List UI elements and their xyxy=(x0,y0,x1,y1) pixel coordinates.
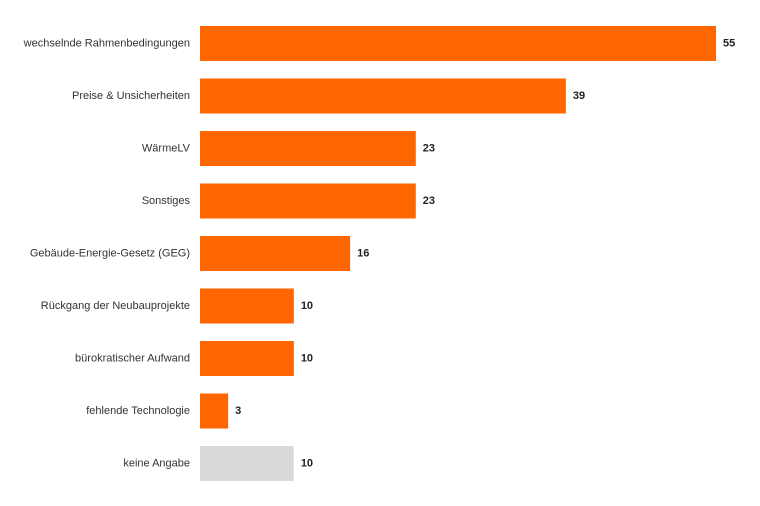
bar-8 xyxy=(200,446,294,481)
category-label-8: keine Angabe xyxy=(123,458,190,470)
category-label-2: WärmeLV xyxy=(142,143,191,155)
bar-5 xyxy=(200,288,294,324)
category-labels-group: wechselnde Rahmenbedingungen Preise & Uns… xyxy=(23,38,191,470)
bar-4 xyxy=(200,236,351,271)
value-label-2: 23 xyxy=(423,143,435,155)
bar-7 xyxy=(200,393,229,429)
value-label-0: 55 xyxy=(723,38,735,50)
value-label-1: 39 xyxy=(573,90,585,102)
value-label-6: 10 xyxy=(301,353,313,365)
bar-3 xyxy=(200,183,416,219)
bar-1 xyxy=(200,78,566,114)
category-label-0: wechselnde Rahmenbedingungen xyxy=(23,38,190,50)
value-labels-group: 55 39 23 23 16 10 10 3 10 xyxy=(235,38,735,470)
category-label-3: Sonstiges xyxy=(142,195,191,207)
category-label-1: Preise & Unsicherheiten xyxy=(72,90,190,102)
category-label-4: Gebäude-Energie-Gesetz (GEG) xyxy=(30,248,190,260)
value-label-7: 3 xyxy=(235,405,241,417)
category-label-6: bürokratischer Aufwand xyxy=(75,353,190,365)
category-label-7: fehlende Technologie xyxy=(86,405,190,417)
category-label-5: Rückgang der Neubauprojekte xyxy=(41,300,190,312)
bar-0 xyxy=(200,26,716,61)
value-label-8: 10 xyxy=(301,458,313,470)
value-label-5: 10 xyxy=(301,300,313,312)
bar-6 xyxy=(200,341,294,376)
value-label-4: 16 xyxy=(357,248,369,260)
value-label-3: 23 xyxy=(423,195,435,207)
bars-group xyxy=(200,26,716,481)
bar-2 xyxy=(200,131,416,166)
